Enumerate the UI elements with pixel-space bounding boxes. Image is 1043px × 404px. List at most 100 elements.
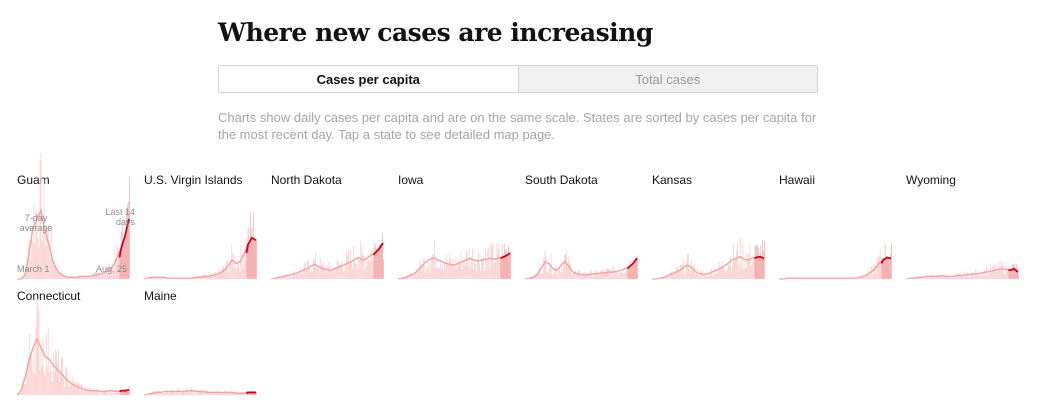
state-panel[interactable]: Kansas xyxy=(652,173,765,281)
daily-bar xyxy=(292,272,294,279)
seven-day-average-line xyxy=(397,252,511,280)
daily-bar xyxy=(692,269,693,279)
daily-bar xyxy=(480,270,481,279)
state-panel[interactable]: Maine xyxy=(143,289,257,397)
daily-bar xyxy=(861,277,862,279)
daily-bar xyxy=(475,263,476,279)
daily-bar xyxy=(298,273,300,279)
state-panel[interactable]: Iowa xyxy=(397,173,511,281)
daily-bar xyxy=(288,276,290,279)
daily-bar xyxy=(156,391,158,395)
daily-bar xyxy=(486,258,488,279)
daily-bar xyxy=(443,269,445,279)
daily-bar xyxy=(55,267,56,279)
daily-bar xyxy=(665,277,667,279)
daily-bar xyxy=(155,392,157,395)
daily-bar xyxy=(81,276,83,279)
state-panel[interactable]: Guam 7-day average Last 14 days March 1 Aug. 2… xyxy=(17,152,135,281)
daily-bar xyxy=(67,372,69,395)
daily-bar xyxy=(565,254,566,279)
daily-bar xyxy=(429,263,431,279)
daily-bar xyxy=(484,270,486,279)
state-panel[interactable]: U.S. Virgin Islands xyxy=(143,173,257,281)
daily-bar xyxy=(47,328,49,395)
daily-bar xyxy=(209,392,211,395)
daily-bar xyxy=(244,260,246,279)
daily-bar xyxy=(623,272,625,279)
daily-bar xyxy=(225,268,226,279)
last-14-days-line xyxy=(754,255,765,260)
daily-bar xyxy=(114,390,116,395)
daily-bar xyxy=(696,274,697,279)
daily-bar xyxy=(109,275,111,279)
daily-bar xyxy=(471,248,473,279)
daily-bar xyxy=(160,277,162,279)
daily-bar xyxy=(570,263,572,279)
daily-bar xyxy=(686,254,688,279)
state-panel[interactable]: Hawaii xyxy=(779,173,892,281)
daily-bar xyxy=(610,270,612,279)
daily-bar xyxy=(237,259,239,279)
daily-bar xyxy=(229,391,231,395)
daily-bar xyxy=(188,392,189,395)
daily-bar xyxy=(217,393,219,395)
daily-bar xyxy=(1003,274,1005,279)
daily-bar xyxy=(341,266,343,279)
daily-bar xyxy=(87,277,89,279)
daily-bar xyxy=(110,269,112,279)
daily-bar xyxy=(448,261,450,279)
daily-bar xyxy=(743,268,745,279)
daily-bar xyxy=(174,392,176,395)
seven-day-average-line xyxy=(143,390,256,396)
state-panel[interactable]: South Dakota xyxy=(524,173,638,281)
daily-bar xyxy=(537,272,539,279)
daily-bar xyxy=(40,152,42,279)
daily-bar xyxy=(64,387,66,395)
daily-bar xyxy=(59,381,60,395)
daily-bar xyxy=(977,276,979,279)
daily-bar xyxy=(1004,274,1006,279)
daily-bar xyxy=(230,260,232,279)
daily-bar xyxy=(245,392,247,395)
daily-bar xyxy=(46,228,48,279)
state-name: Kansas xyxy=(652,173,693,187)
daily-bar xyxy=(573,273,575,279)
daily-bar xyxy=(615,270,617,279)
daily-bar xyxy=(545,255,547,279)
state-panel[interactable]: Connecticut xyxy=(16,289,130,397)
daily-bar xyxy=(372,261,374,279)
daily-bar xyxy=(960,273,962,279)
daily-bar xyxy=(153,277,155,279)
daily-bar xyxy=(111,393,113,395)
daily-bar xyxy=(602,269,603,279)
daily-bar xyxy=(256,391,257,395)
daily-bar xyxy=(87,391,89,395)
daily-bar xyxy=(162,393,164,395)
state-panel[interactable]: Wyoming xyxy=(905,173,1019,281)
daily-bar xyxy=(108,392,110,395)
daily-bar xyxy=(735,258,737,279)
daily-bar xyxy=(228,272,230,279)
daily-bar xyxy=(463,260,465,279)
daily-bar xyxy=(564,255,565,279)
state-panel[interactable]: North Dakota xyxy=(270,173,384,281)
daily-bar xyxy=(242,268,244,279)
daily-bar xyxy=(556,273,558,279)
daily-bar xyxy=(737,242,739,279)
daily-bar xyxy=(668,276,670,279)
cases-per-capita-button[interactable]: Cases per capita xyxy=(219,66,518,92)
total-cases-button[interactable]: Total cases xyxy=(517,66,817,92)
daily-bar xyxy=(301,272,303,279)
daily-bar xyxy=(97,272,98,279)
daily-bar xyxy=(68,386,70,395)
daily-bar xyxy=(702,271,704,279)
daily-bar xyxy=(354,261,356,279)
daily-bar xyxy=(287,275,289,279)
daily-bar xyxy=(465,249,467,279)
daily-bar xyxy=(318,267,320,279)
daily-bar xyxy=(969,277,971,279)
daily-bar xyxy=(183,390,184,395)
daily-bar xyxy=(965,274,967,279)
daily-bar xyxy=(157,277,159,279)
daily-bar xyxy=(557,271,559,279)
